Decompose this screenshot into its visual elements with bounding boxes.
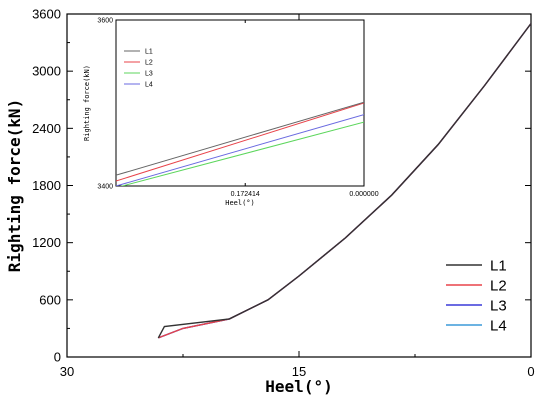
inset-legend-label-l3: L3 bbox=[145, 70, 153, 77]
inset-plot: 3400 3600 0.172414 0.000000 Heel(°) Righting … bbox=[83, 17, 379, 207]
y-tick-label: 1200 bbox=[32, 235, 61, 250]
y-tick-label: 3000 bbox=[32, 64, 61, 79]
x-axis-title: Heel(°) bbox=[265, 377, 332, 396]
inset-plot-frame bbox=[115, 19, 365, 187]
inset-legend-label-l2: L2 bbox=[145, 59, 153, 66]
inset-x-tick-label: 0.000000 bbox=[349, 191, 378, 198]
inset-x-tick-label: 0.172414 bbox=[231, 191, 260, 198]
inset-legend-label-l1: L1 bbox=[145, 48, 153, 55]
y-tick-label: 0 bbox=[54, 350, 61, 365]
inset-y-tick-label: 3400 bbox=[97, 183, 113, 190]
inset-legend-label-l4: L4 bbox=[145, 81, 153, 88]
series-line-l1 bbox=[157, 23, 531, 339]
inset-series-line-l1 bbox=[116, 101, 364, 176]
y-tick-label: 1800 bbox=[32, 178, 61, 193]
y-tick-label: 2400 bbox=[32, 121, 61, 136]
y-tick-label: 3600 bbox=[32, 7, 61, 22]
legend-label-l3: L3 bbox=[490, 297, 507, 314]
legend-label-l4: L4 bbox=[490, 317, 507, 334]
x-tick-label: 30 bbox=[60, 364, 74, 379]
y-axis-title: Righting force(kN) bbox=[5, 99, 24, 272]
legend-label-l1: L1 bbox=[490, 257, 507, 274]
inset-series-line-l3 bbox=[120, 121, 364, 186]
inset-series-line-l2 bbox=[116, 102, 364, 182]
x-tick-label: 15 bbox=[292, 364, 306, 379]
x-tick-label: 0 bbox=[527, 364, 534, 379]
inset-x-axis-title: Heel(°) bbox=[225, 199, 255, 207]
y-tick-label: 600 bbox=[39, 292, 61, 307]
inset-y-axis-title: Righting force(kN) bbox=[83, 65, 91, 141]
legend-label-l2: L2 bbox=[490, 277, 507, 294]
inset-y-tick-label: 3600 bbox=[97, 17, 113, 24]
inset-series-line-l4 bbox=[116, 114, 364, 186]
